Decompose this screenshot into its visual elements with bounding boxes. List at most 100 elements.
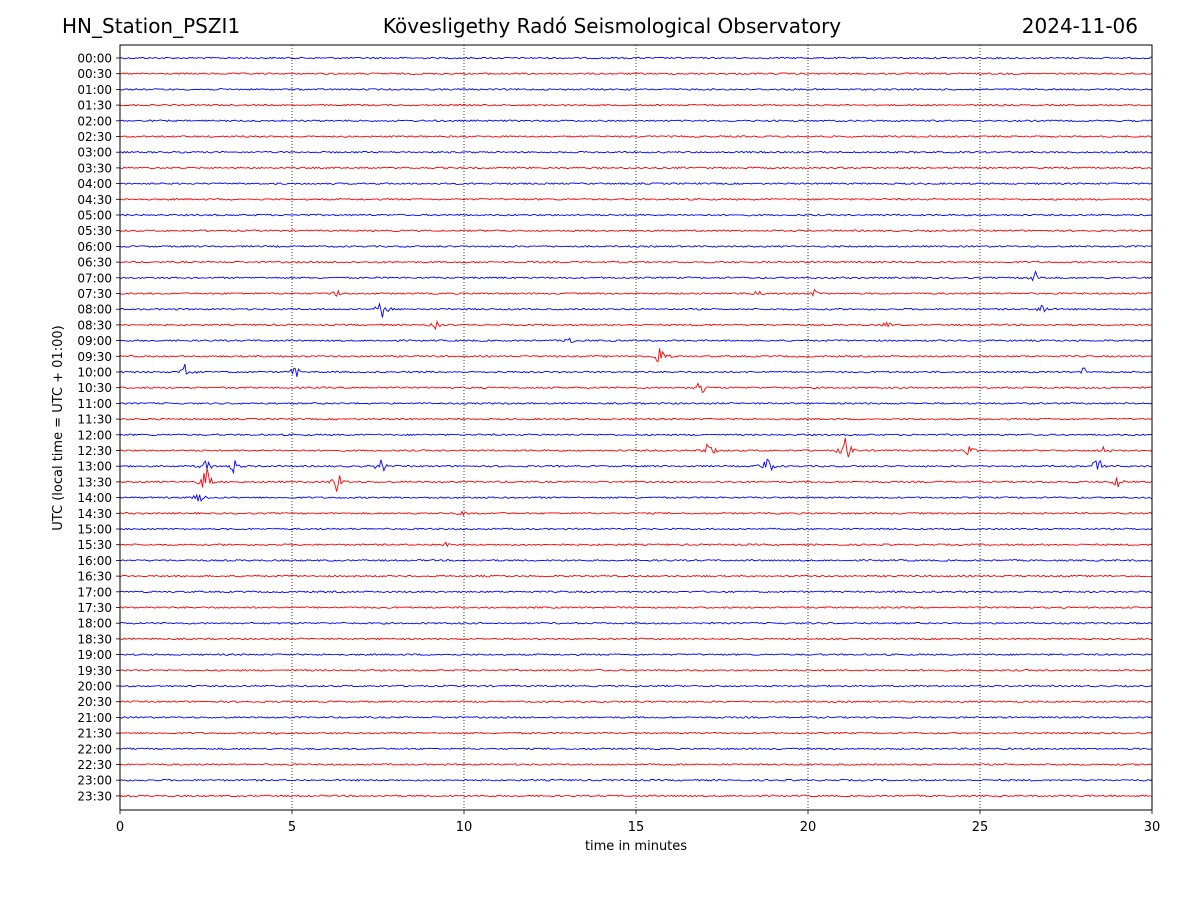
y-tick-label: 20:30 bbox=[77, 695, 112, 709]
seismic-traces bbox=[119, 56, 1153, 798]
trace-2000 bbox=[119, 684, 1153, 688]
trace-1700 bbox=[119, 590, 1153, 594]
trace-2030 bbox=[119, 700, 1153, 704]
y-tick-label: 08:00 bbox=[77, 303, 112, 317]
y-tick-label: 10:30 bbox=[77, 381, 112, 395]
trace-1430 bbox=[119, 510, 1153, 517]
observatory-title: Kövesligethy Radó Seismological Observat… bbox=[382, 14, 842, 38]
trace-0830 bbox=[119, 320, 1153, 331]
y-tick-label: 06:00 bbox=[77, 240, 112, 254]
trace-2330 bbox=[119, 794, 1153, 798]
x-tick-label: 10 bbox=[456, 820, 473, 835]
x-tick-label: 0 bbox=[116, 820, 124, 835]
x-tick-label: 20 bbox=[800, 820, 817, 835]
trace-0400 bbox=[119, 182, 1153, 185]
trace-1530 bbox=[119, 541, 1153, 548]
grid-lines bbox=[291, 45, 981, 810]
y-tick-label: 03:30 bbox=[77, 161, 112, 175]
y-tick-label: 15:00 bbox=[77, 523, 112, 537]
y-tick-label: 00:00 bbox=[77, 52, 112, 66]
trace-1630 bbox=[119, 574, 1152, 578]
y-tick-label: 22:30 bbox=[77, 758, 112, 772]
y-tick-label: 17:00 bbox=[77, 585, 112, 599]
y-tick-label: 09:00 bbox=[77, 334, 112, 348]
trace-1400 bbox=[119, 493, 1152, 502]
x-tick-label: 30 bbox=[1144, 820, 1161, 835]
trace-0800 bbox=[119, 302, 1153, 318]
trace-0930 bbox=[119, 348, 1152, 363]
y-tick-label: 12:00 bbox=[77, 428, 112, 442]
trace-2300 bbox=[119, 778, 1153, 782]
trace-1830 bbox=[119, 637, 1153, 641]
y-tick-label: 19:30 bbox=[77, 664, 112, 678]
y-tick-label: 15:30 bbox=[77, 538, 112, 552]
trace-0700 bbox=[119, 270, 1153, 282]
trace-1500 bbox=[119, 527, 1153, 531]
y-tick-label: 23:00 bbox=[77, 774, 112, 788]
trace-0900 bbox=[119, 337, 1153, 344]
y-tick-label: 14:30 bbox=[77, 507, 112, 521]
station-title: HN_Station_PSZI1 bbox=[62, 14, 241, 38]
trace-0500 bbox=[119, 213, 1153, 217]
y-tick-label: 01:30 bbox=[77, 99, 112, 113]
y-tick-label: 12:30 bbox=[77, 444, 112, 458]
trace-0330 bbox=[119, 166, 1152, 170]
trace-0530 bbox=[119, 229, 1153, 233]
trace-1600 bbox=[119, 558, 1153, 562]
trace-1300 bbox=[120, 458, 1153, 475]
trace-0300 bbox=[119, 150, 1153, 154]
y-tick-label: 03:00 bbox=[77, 146, 112, 160]
y-tick-label: 07:00 bbox=[77, 271, 112, 285]
trace-2130 bbox=[119, 731, 1153, 736]
trace-1000 bbox=[119, 363, 1153, 377]
y-tick-label: 02:00 bbox=[77, 114, 112, 128]
y-axis-label: UTC (local time = UTC + 01:00) bbox=[51, 325, 66, 530]
trace-1130 bbox=[119, 417, 1153, 421]
trace-0000 bbox=[119, 56, 1152, 60]
x-axis-label: time in minutes bbox=[585, 839, 687, 854]
trace-1800 bbox=[119, 621, 1153, 625]
y-tick-label: 11:30 bbox=[77, 413, 112, 427]
trace-0200 bbox=[119, 119, 1153, 123]
y-tick-label: 11:00 bbox=[77, 397, 112, 411]
y-tick-label: 04:00 bbox=[77, 177, 112, 191]
y-tick-label: 20:00 bbox=[77, 680, 112, 694]
trace-2230 bbox=[119, 763, 1153, 766]
y-tick-label: 21:00 bbox=[77, 711, 112, 725]
y-tick-label: 22:00 bbox=[77, 742, 112, 756]
y-tick-label: 06:30 bbox=[77, 256, 112, 270]
y-tick-label: 18:30 bbox=[77, 632, 112, 646]
y-tick-label: 16:30 bbox=[77, 570, 112, 584]
trace-2100 bbox=[119, 715, 1153, 719]
y-tick-label: 09:30 bbox=[77, 350, 112, 364]
y-tick-label: 23:30 bbox=[77, 789, 112, 803]
y-tick-label: 13:00 bbox=[77, 460, 112, 474]
trace-0630 bbox=[120, 260, 1153, 264]
trace-1100 bbox=[119, 402, 1153, 405]
trace-0030 bbox=[120, 72, 1153, 76]
trace-0230 bbox=[119, 135, 1153, 138]
trace-1730 bbox=[119, 606, 1153, 609]
y-tick-label: 01:00 bbox=[77, 83, 112, 97]
y-tick-label: 07:30 bbox=[77, 287, 112, 301]
trace-0100 bbox=[119, 87, 1153, 91]
trace-1030 bbox=[119, 382, 1153, 394]
trace-0730 bbox=[119, 288, 1153, 297]
y-tick-label: 14:00 bbox=[77, 491, 112, 505]
y-tick-label: 16:00 bbox=[77, 554, 112, 568]
trace-0130 bbox=[119, 103, 1153, 107]
trace-0600 bbox=[119, 245, 1153, 248]
y-tick-label: 17:30 bbox=[77, 601, 112, 615]
trace-1200 bbox=[119, 433, 1153, 437]
trace-2200 bbox=[119, 747, 1153, 751]
x-tick-label: 15 bbox=[628, 820, 645, 835]
y-tick-label: 19:00 bbox=[77, 648, 112, 662]
y-tick-label: 13:30 bbox=[77, 475, 112, 489]
y-tick-label: 10:00 bbox=[77, 366, 112, 380]
y-tick-label: 04:30 bbox=[77, 193, 112, 207]
x-tick-label: 25 bbox=[972, 820, 989, 835]
trace-1930 bbox=[119, 668, 1153, 672]
y-tick-label: 05:30 bbox=[77, 224, 112, 238]
